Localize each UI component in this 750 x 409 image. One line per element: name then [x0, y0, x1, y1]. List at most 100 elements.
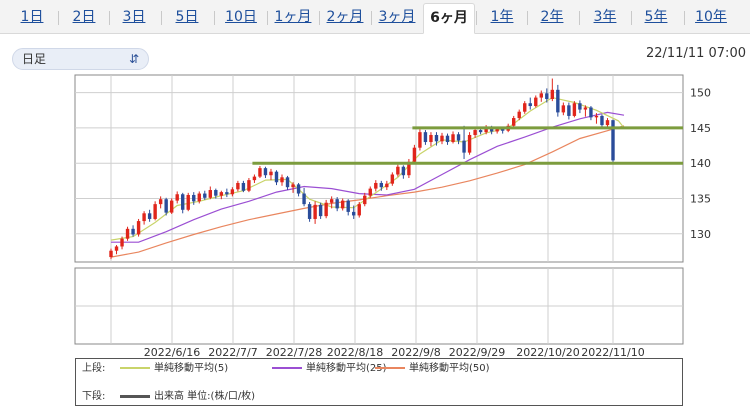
candle-body — [512, 118, 516, 126]
candle-body — [324, 202, 328, 217]
candle-body — [423, 132, 428, 143]
tab-12[interactable]: 3年 — [593, 9, 617, 25]
legend-volume: 出来高 単位:(株/口/枚) — [120, 390, 255, 404]
candle-body — [357, 204, 361, 216]
tab-1[interactable]: 1日 — [20, 9, 44, 25]
y-tick-label: 150 — [690, 87, 711, 100]
tab-3[interactable]: 3日 — [122, 9, 146, 25]
candle-body — [225, 192, 229, 195]
candle-body — [556, 89, 560, 113]
tab-11[interactable]: 2年 — [540, 9, 564, 25]
candle-body — [340, 200, 345, 209]
tab-separator — [58, 11, 59, 25]
tab-separator — [578, 11, 580, 25]
candle-body — [495, 128, 499, 132]
candle — [147, 209, 152, 222]
tab-9[interactable]: 6ヶ月 — [423, 3, 475, 34]
candle-body — [451, 134, 455, 143]
candle-body — [147, 213, 152, 219]
candle — [114, 245, 119, 255]
candle-body — [567, 105, 571, 116]
tab-separator — [160, 11, 162, 25]
candle — [247, 178, 251, 193]
candle-body — [363, 195, 367, 205]
candle-body — [136, 221, 141, 235]
candle-body — [181, 194, 185, 210]
candle-body — [153, 204, 157, 219]
candle — [252, 174, 257, 183]
candle — [263, 166, 268, 179]
legend-sma5: 単純移動平均(5) — [120, 362, 228, 376]
candle — [274, 170, 279, 186]
y-axis: 130 135 140 145 150 — [690, 87, 711, 241]
candle-body — [280, 177, 284, 183]
candle — [556, 84, 560, 117]
candle-body — [109, 250, 113, 258]
candle-body — [605, 120, 610, 126]
tab-7[interactable]: 2ヶ月 — [326, 9, 364, 25]
candle-body — [429, 134, 433, 143]
price-chart: 130 135 140 145 150 2022/6/16 2022/7/7 2022/7/… — [74, 74, 711, 358]
candle-body — [550, 89, 555, 99]
candle-body — [412, 147, 417, 162]
legend-sma25-swatch — [272, 367, 302, 369]
candle-body — [478, 130, 483, 133]
tab-5[interactable]: 10日 — [225, 9, 257, 25]
candle — [390, 172, 395, 186]
candle-body — [379, 182, 384, 188]
candle — [169, 198, 174, 215]
candle-body — [307, 204, 312, 219]
interval-select[interactable]: 日足 ⇵ — [12, 48, 149, 70]
legend-upper-row: 上段: 単純移動平均(5) 単純移動平均(25) 単純移動平均(50) — [82, 362, 678, 376]
candle-body — [318, 204, 323, 217]
tab-6[interactable]: 1ヶ月 — [274, 9, 312, 25]
candle-body — [120, 238, 124, 247]
tab-2[interactable]: 2日 — [72, 9, 96, 25]
candle-body — [545, 93, 549, 99]
candle — [578, 100, 582, 114]
candle — [313, 201, 317, 224]
candlestick-series — [109, 78, 615, 260]
candle — [285, 175, 290, 191]
horizontal-level-lines — [252, 126, 683, 165]
candle — [462, 125, 466, 159]
candle-body — [572, 103, 577, 116]
candle-body — [186, 194, 190, 210]
x-axis: 2022/6/16 2022/7/7 2022/7/28 2022/8/18 2022/… — [144, 346, 645, 358]
candle — [374, 180, 378, 192]
tab-13[interactable]: 5年 — [644, 9, 668, 25]
candle-body — [390, 174, 395, 184]
candle — [258, 166, 262, 179]
update-timestamp: 22/11/11 07:00 — [646, 46, 746, 61]
upper-panel-frame — [74, 74, 684, 263]
upper-panel-grid — [74, 74, 684, 263]
candle-body — [274, 171, 279, 183]
candle-body — [247, 180, 251, 191]
candle-body — [285, 177, 290, 188]
candle — [203, 190, 207, 200]
tab-4[interactable]: 5日 — [175, 9, 199, 25]
candle-body — [214, 190, 218, 196]
legend-upper-label: 上段: — [82, 363, 106, 374]
candle — [197, 191, 201, 204]
tab-8[interactable]: 3ヶ月 — [378, 9, 416, 25]
candle — [385, 180, 389, 191]
candle-body — [346, 200, 350, 212]
candle — [136, 218, 141, 237]
candle-body — [175, 194, 179, 201]
tab-14[interactable]: 10年 — [695, 9, 727, 25]
updown-chevron-icon: ⇵ — [128, 52, 139, 66]
candle — [600, 114, 604, 128]
candle-body — [407, 161, 411, 176]
candle-body — [296, 184, 301, 194]
candle-body — [434, 134, 439, 142]
candle-body — [500, 128, 505, 131]
candle — [418, 129, 422, 151]
candle — [429, 132, 433, 147]
interval-select-value: 日足 — [22, 52, 47, 66]
candle-body — [561, 105, 566, 113]
tab-10[interactable]: 1年 — [490, 9, 514, 25]
candle — [296, 182, 301, 197]
candle-body — [385, 183, 389, 188]
candle — [153, 201, 157, 221]
